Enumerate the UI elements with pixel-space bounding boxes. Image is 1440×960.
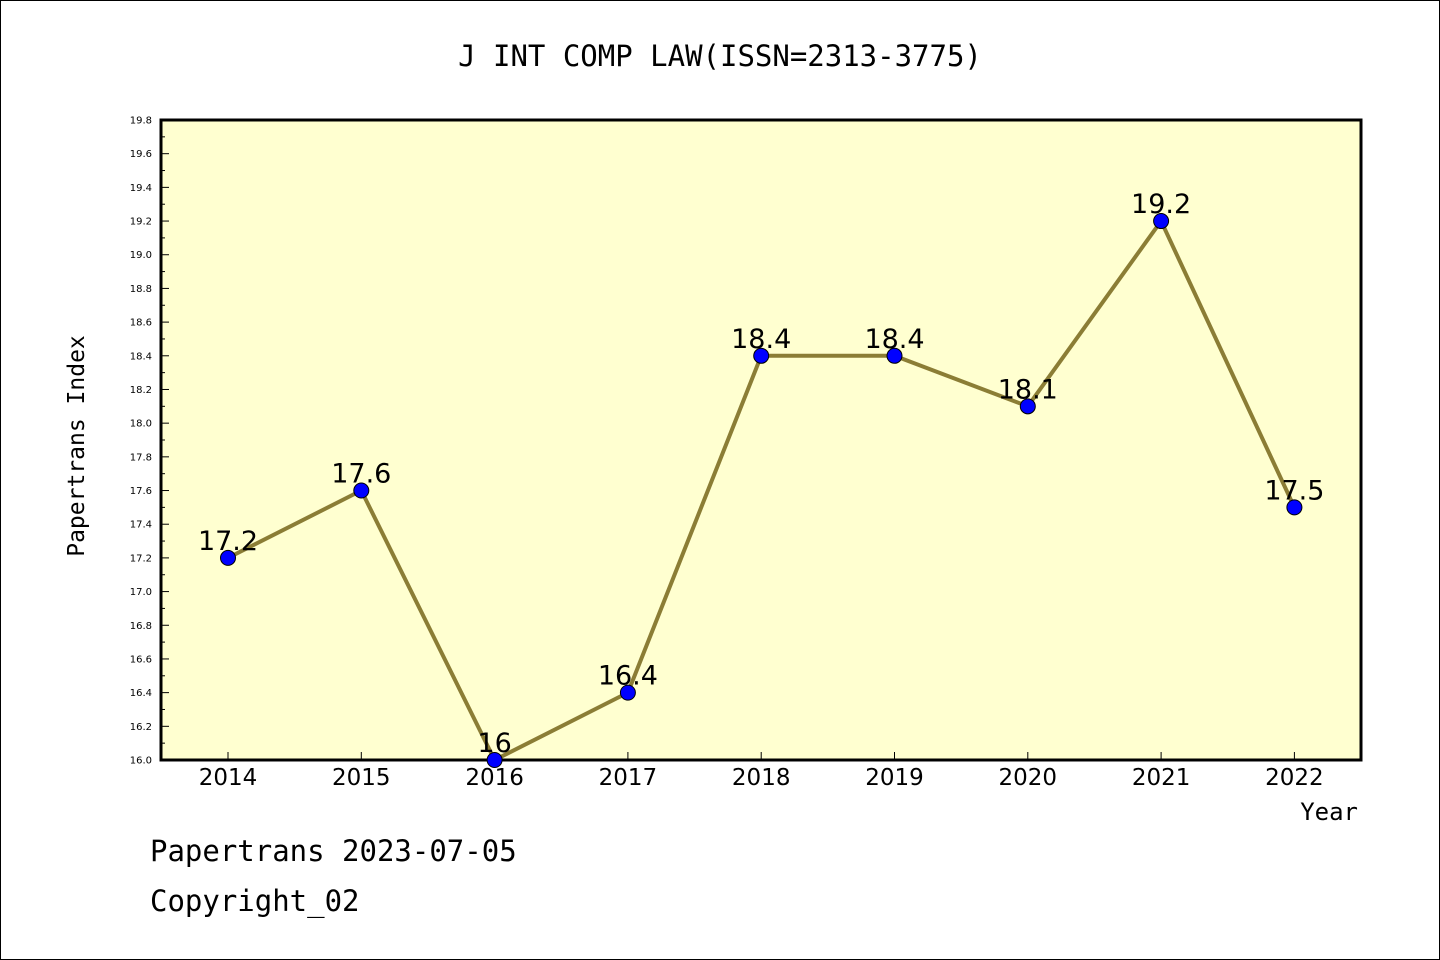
data-point xyxy=(1019,398,1036,415)
y-tick-label: 18.0 xyxy=(130,419,152,430)
data-label: 16 xyxy=(477,728,511,759)
footer-source: Papertrans 2023-07-05 xyxy=(150,834,517,868)
data-label: 17.2 xyxy=(198,526,258,557)
x-tick-label: 2014 xyxy=(199,765,258,791)
data-point xyxy=(619,684,636,701)
x-tick-label: 2019 xyxy=(865,765,924,791)
x-axis: 2014 2015 2016 2017 2018 2019 2020 2021 2022 xyxy=(199,752,1324,791)
x-tick-label: 2017 xyxy=(599,765,658,791)
y-axis-label: Papertrans Index xyxy=(64,335,90,557)
data-point xyxy=(486,752,503,768)
y-tick-label: 18.8 xyxy=(130,284,152,295)
y-tick-label: 17.4 xyxy=(130,520,152,531)
y-axis: 16.0 16.2 16.4 16.6 16.8 17.0 17.2 17.4 17.6 17.8… xyxy=(130,116,169,767)
y-tick-label: 19.8 xyxy=(130,116,152,127)
y-tick-label: 16.8 xyxy=(130,621,152,632)
data-label: 18.1 xyxy=(998,374,1058,405)
y-tick-label: 17.8 xyxy=(130,452,152,463)
x-tick-label: 2018 xyxy=(732,765,791,791)
y-tick-label: 17.2 xyxy=(130,553,152,564)
y-tick-label: 16.4 xyxy=(130,688,152,699)
data-label: 16.4 xyxy=(598,661,658,692)
y-tick-label: 18.2 xyxy=(130,385,152,396)
x-axis-label: Year xyxy=(1300,798,1358,826)
y-tick-label: 16.2 xyxy=(130,722,152,733)
y-tick-label: 19.6 xyxy=(130,149,152,160)
x-tick-label: 2021 xyxy=(1132,765,1191,791)
data-label: 17.6 xyxy=(331,459,391,490)
x-tick-label: 2022 xyxy=(1265,765,1324,791)
data-label: 17.5 xyxy=(1264,475,1324,506)
y-tick-label: 17.0 xyxy=(130,587,152,598)
y-tick-label: 18.4 xyxy=(130,351,152,362)
footer-copyright: Copyright_02 xyxy=(150,884,360,918)
data-point xyxy=(353,482,370,499)
x-tick-label: 2015 xyxy=(332,765,391,791)
chart-title: J INT COMP LAW(ISSN=2313-3775) xyxy=(458,39,982,73)
data-label: 18.4 xyxy=(731,324,791,355)
data-point xyxy=(886,347,903,364)
y-tick-label: 18.6 xyxy=(130,318,152,329)
y-tick-label: 17.6 xyxy=(130,486,152,497)
data-label: 18.4 xyxy=(864,324,924,355)
data-point xyxy=(1153,213,1170,230)
data-point xyxy=(220,549,236,566)
y-tick-label: 16.0 xyxy=(130,756,152,767)
x-tick-label: 2016 xyxy=(465,765,524,791)
y-tick-label: 19.0 xyxy=(130,250,152,261)
data-label: 19.2 xyxy=(1131,189,1191,220)
x-tick-label: 2020 xyxy=(999,765,1058,791)
y-tick-label: 16.6 xyxy=(130,654,152,665)
y-tick-label: 19.4 xyxy=(130,183,152,194)
y-tick-label: 19.2 xyxy=(130,217,152,228)
data-point xyxy=(1286,499,1303,516)
data-point xyxy=(753,347,770,364)
series-layer: 17.2 17.6 16 16.4 18.4 18.4 18.1 19.2 17.5 xyxy=(198,189,1324,768)
